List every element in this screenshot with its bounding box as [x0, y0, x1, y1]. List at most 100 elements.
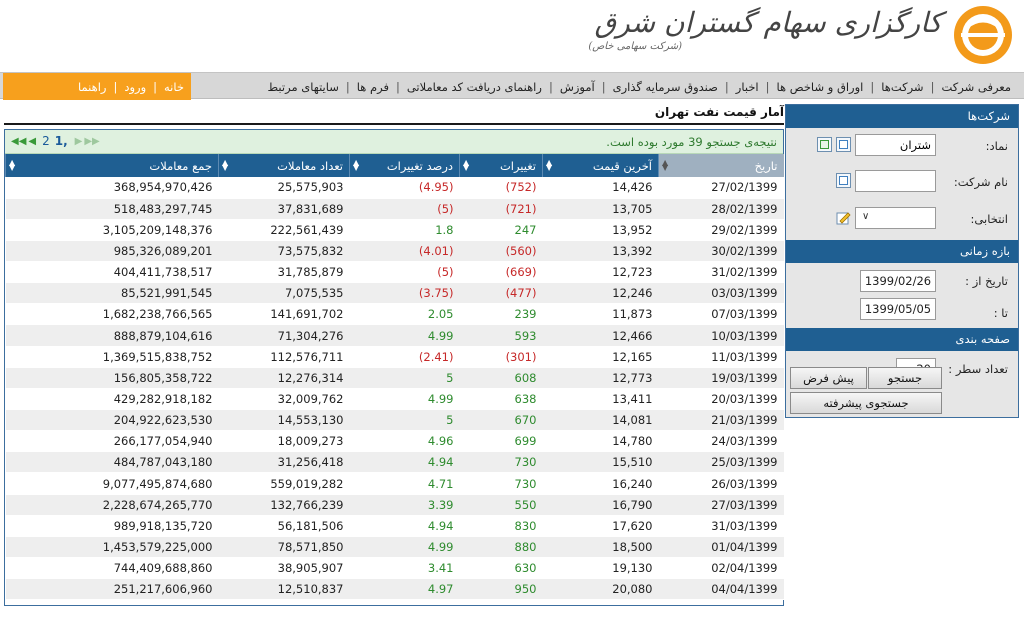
- cell-trade-total: 266,177,054,940: [5, 430, 219, 453]
- cell-trade-count: 73,575,832: [218, 240, 350, 263]
- table-row: 31/03/1399 17,620 830 4.94 56,181,506 989,918…: [5, 515, 784, 537]
- sort-icon: ▲ ▼: [662, 158, 669, 172]
- table-row: 01/04/1399 18,500 880 4.99 78,571,850 1,453,5…: [5, 536, 784, 559]
- add-symbol-icon[interactable]: [817, 137, 832, 152]
- nav-funds[interactable]: صندوق سرمایه گذاری: [612, 79, 718, 94]
- nav-news[interactable]: اخبار: [735, 79, 759, 94]
- cell-change: (721): [459, 198, 543, 220]
- prev-page-icon[interactable]: ◀: [28, 135, 37, 147]
- nav-login[interactable]: ورود: [124, 79, 147, 94]
- cell-change: 550: [459, 494, 543, 516]
- date-from-input[interactable]: 1399/02/26: [860, 270, 936, 292]
- cell-change-percent: 5: [349, 367, 460, 389]
- cell-trade-total: 404,411,738,517: [5, 261, 219, 284]
- table-row: 07/03/1399 11,873 239 2.05 141,691,702 1,682,…: [5, 303, 784, 326]
- cell-last-price: 12,723: [542, 261, 659, 284]
- rows-label: تعداد سطر :: [948, 362, 1008, 376]
- cell-change: 247: [459, 219, 543, 241]
- col-header-change[interactable]: تغییرات ▲ ▼: [459, 154, 543, 177]
- col-header-last-price[interactable]: آخرین قیمت ▲ ▼: [542, 154, 659, 177]
- table-row: 28/02/1399 13,705 (721) (5) 37,831,689 518,48…: [5, 198, 784, 220]
- cell-change: (669): [459, 261, 543, 284]
- nav-related-sites[interactable]: سایتهای مرتبط: [267, 79, 339, 94]
- nav-companies[interactable]: شرکت‌ها: [881, 79, 924, 94]
- cell-change-percent: (4.01): [349, 240, 460, 263]
- table-row: 25/03/1399 15,510 730 4.94 31,256,418 484,787…: [5, 451, 784, 474]
- nav-items: معرفی شرکت | شرکت‌ها | اوراق و شاخص ها | اخ…: [261, 73, 1018, 100]
- pager: ◀◀ ◀ 2 1, ▶ ▶▶: [11, 134, 102, 148]
- brand-subtitle: (شرکت سهامی خاص): [588, 41, 682, 52]
- col-header-trade-total[interactable]: جمع معاملات ▲ ▼: [5, 154, 219, 177]
- cell-date: 04/04/1399: [658, 578, 784, 601]
- table-row: 10/03/1399 12,466 593 4.99 71,304,276 888,879…: [5, 324, 784, 347]
- last-page-icon[interactable]: ▶▶: [84, 135, 100, 147]
- cell-date: 11/03/1399: [658, 346, 784, 368]
- col-header-change-percent[interactable]: درصد تغییرات ▲ ▼: [349, 154, 460, 177]
- cell-trade-total: 989,918,135,720: [5, 515, 219, 537]
- selected-dropdown[interactable]: ∨: [855, 207, 936, 229]
- col-header-label: جمع معاملات: [149, 158, 212, 173]
- cell-trade-total: 1,682,238,766,565: [5, 303, 219, 326]
- nav-separator: |: [870, 79, 875, 94]
- cell-change: (477): [459, 282, 543, 305]
- symbol-row: نماد:: [786, 128, 1018, 164]
- add-symbol-icon-inner: [820, 140, 829, 149]
- table-row: 27/03/1399 16,790 550 3.39 132,766,239 2,228,…: [5, 494, 784, 516]
- cell-change-percent: 3.39: [349, 494, 460, 516]
- title-divider: [4, 123, 784, 125]
- first-page-icon[interactable]: ◀◀: [11, 135, 27, 147]
- cell-change: (301): [459, 346, 543, 368]
- col-header-label: آخرین قیمت: [592, 158, 652, 173]
- nav-trading-code-guide[interactable]: راهنمای دریافت کد معاملاتی: [406, 79, 542, 94]
- page-link-next[interactable]: 2: [42, 134, 50, 148]
- cell-change-percent: 4.94: [349, 515, 460, 537]
- advanced-search-button[interactable]: جستجوی پیشرفته: [790, 392, 942, 414]
- edit-pencil-icon[interactable]: [836, 210, 851, 225]
- cell-date: 25/03/1399: [658, 451, 784, 474]
- cell-trade-count: 32,009,762: [218, 388, 350, 411]
- cell-change: 880: [459, 536, 543, 559]
- cell-change: (752): [459, 177, 543, 199]
- nav-training[interactable]: آموزش: [559, 79, 595, 94]
- cell-change: 593: [459, 324, 543, 347]
- date-to-input[interactable]: 1399/05/05: [860, 298, 936, 320]
- cell-last-price: 13,705: [542, 198, 659, 220]
- table-row: 26/03/1399 16,240 730 4.71 559,019,282 9,077,…: [5, 472, 784, 495]
- col-header-date[interactable]: تاریخ ▲ ▼: [658, 154, 784, 177]
- cell-trade-total: 85,521,991,545: [5, 282, 219, 305]
- default-button[interactable]: پیش فرض: [790, 367, 867, 389]
- nav-separator: |: [113, 79, 118, 94]
- nav-separator: |: [548, 79, 553, 94]
- symbol-input[interactable]: [855, 134, 936, 156]
- search-button[interactable]: جستجو: [868, 367, 942, 389]
- cell-trade-total: 1,453,579,225,000: [5, 536, 219, 559]
- nav-home[interactable]: خانه: [164, 79, 184, 94]
- cell-trade-count: 31,785,879: [218, 261, 350, 284]
- symbol-lookup-icon[interactable]: [836, 137, 851, 152]
- nav-securities[interactable]: اوراق و شاخص ها: [776, 79, 864, 94]
- cell-trade-count: 31,256,418: [218, 451, 350, 474]
- cell-change: 950: [459, 578, 543, 601]
- cell-trade-total: 2,228,674,265,770: [5, 494, 219, 516]
- cell-trade-count: 12,510,837: [218, 578, 350, 601]
- nav-help[interactable]: راهنما: [78, 79, 107, 94]
- cell-change: 630: [459, 557, 543, 580]
- cell-date: 26/03/1399: [658, 472, 784, 495]
- next-page-icon[interactable]: ▶: [74, 135, 83, 147]
- company-lookup-icon[interactable]: [836, 173, 851, 188]
- company-name-input[interactable]: [855, 170, 936, 192]
- nav-separator: |: [395, 79, 400, 94]
- col-header-label: درصد تغییرات: [386, 158, 453, 173]
- sort-icon: ▲ ▼: [222, 158, 229, 172]
- table-row: 20/03/1399 13,411 638 4.99 32,009,762 429,282…: [5, 388, 784, 411]
- broker-logo-icon[interactable]: [952, 4, 1014, 66]
- cell-trade-total: 251,217,606,960: [5, 578, 219, 601]
- nav-about[interactable]: معرفی شرکت: [941, 79, 1011, 94]
- nav-forms[interactable]: فرم ها: [356, 79, 389, 94]
- table-header-row: تاریخ ▲ ▼ آخرین قیمت ▲ ▼ تغییرات ▲ ▼ درصد تغیی…: [5, 154, 784, 177]
- brand-title: کارگزاری سهام گستران شرق: [594, 6, 942, 39]
- table-row: 27/02/1399 14,426 (752) (4.95) 25,575,903 368…: [5, 177, 784, 199]
- cell-trade-count: 7,075,535: [218, 282, 350, 305]
- table-row: 30/02/1399 13,392 (560) (4.01) 73,575,832 985…: [5, 240, 784, 263]
- col-header-trade-count[interactable]: تعداد معاملات ▲ ▼: [218, 154, 350, 177]
